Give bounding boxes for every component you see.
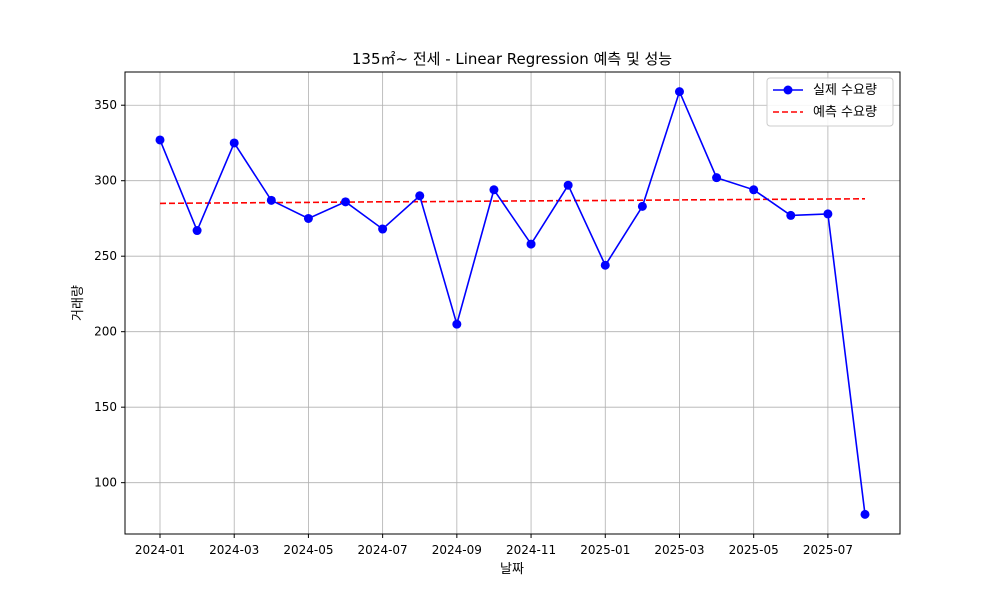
x-tick-label: 2025-01 [580,543,630,557]
x-axis: 2024-01 2024-03 2024-05 2024-07 2024-09 2024-… [135,534,853,557]
x-tick-label: 2024-11 [506,543,556,557]
legend: 실제 수요량 예측 수요량 [766,77,894,127]
data-point-actual [192,226,202,236]
x-tick-label: 2025-05 [729,543,779,557]
x-tick-label: 2024-05 [283,543,333,557]
x-tick-label: 2025-03 [654,543,704,557]
data-point-actual [860,509,870,519]
data-point-actual [489,185,499,195]
x-tick-label: 2024-03 [209,543,259,557]
y-tick-label: 350 [94,98,117,112]
data-point-actual [600,260,610,270]
series-layer [155,87,870,519]
x-axis-label: 날짜 [500,562,524,577]
y-axis: 100 150 200 250 300 350 [94,98,125,490]
y-axis-label: 거래량 [71,285,86,321]
data-point-actual [674,87,684,97]
data-point-actual [452,319,462,329]
data-point-actual [712,173,722,183]
data-point-actual [526,239,536,249]
x-tick-label: 2024-01 [135,543,185,557]
series-line-actual [159,89,866,515]
grid [125,72,900,534]
data-point-actual [786,210,796,220]
data-point-actual [563,180,573,190]
x-tick-label: 2024-07 [358,543,408,557]
data-point-actual [749,185,759,195]
legend-label-actual: 실제 수요량 [813,83,877,98]
data-point-actual [303,213,313,223]
x-tick-label: 2025-07 [803,543,853,557]
y-tick-label: 200 [94,325,117,339]
y-tick-label: 100 [94,476,117,490]
y-tick-label: 300 [94,174,117,188]
x-tick-label: 2024-09 [432,543,482,557]
y-tick-label: 250 [94,249,117,263]
data-point-actual [637,201,647,211]
data-point-actual [155,135,165,145]
data-point-actual [823,209,833,219]
data-point-actual [415,191,425,201]
legend-marker-actual [783,85,793,95]
y-tick-label: 150 [94,400,117,414]
legend-label-predicted: 예측 수요량 [813,105,877,120]
data-point-actual [378,224,388,234]
data-point-actual [229,138,239,148]
data-point-actual [341,197,351,207]
data-point-actual [266,195,276,205]
chart-title: 135㎡~ 전세 - Linear Regression 예측 및 성능 [352,50,672,68]
plot-frame [124,71,901,535]
